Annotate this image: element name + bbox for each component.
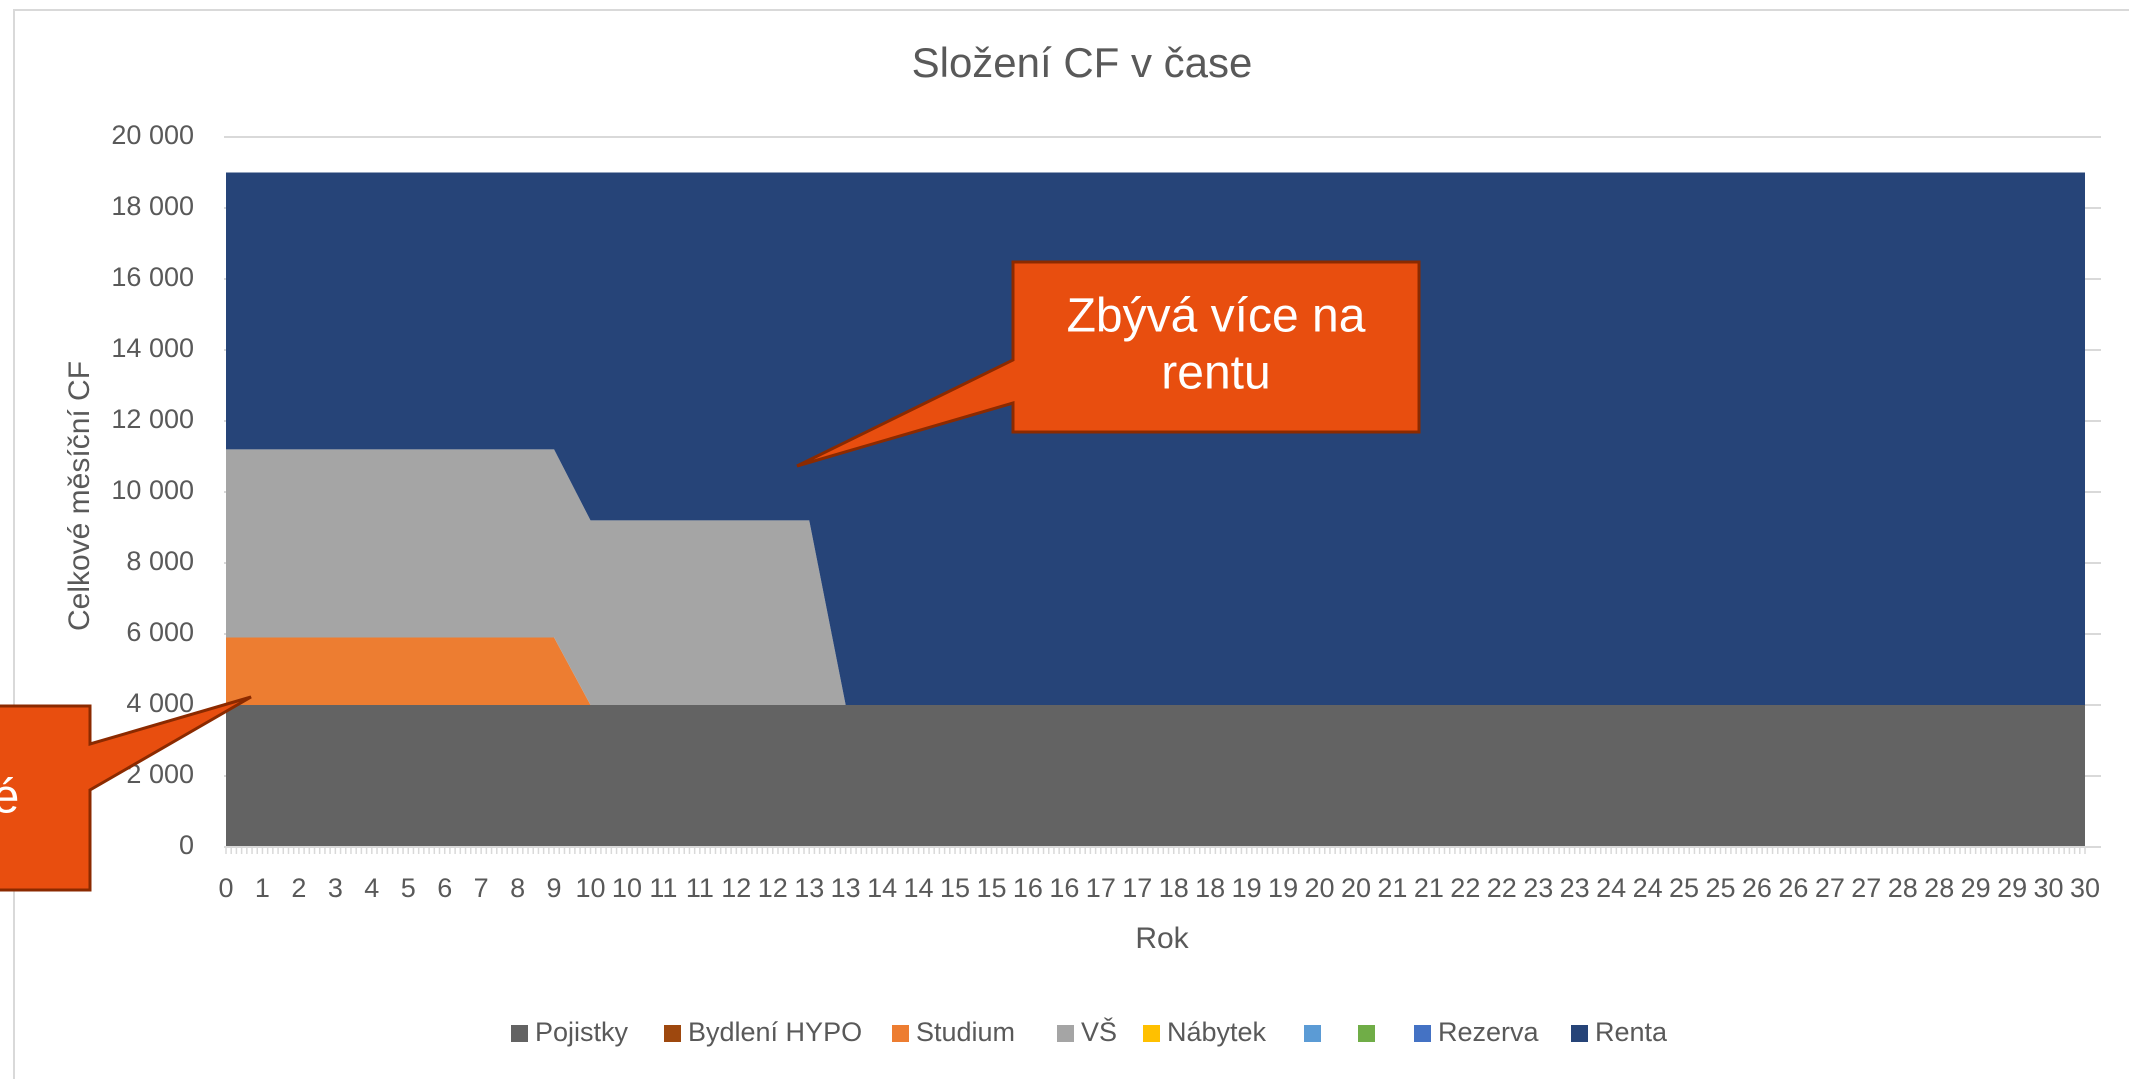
legend-label: Pojistky [535, 1017, 629, 1047]
x-tick-label: 21 [1377, 873, 1407, 903]
x-axis-title: Rok [1135, 922, 1189, 955]
x-tick-label: 3 [328, 873, 343, 903]
legend-swatch [1571, 1025, 1588, 1042]
legend-label: VŠ [1081, 1016, 1117, 1047]
y-tick-label: 12 000 [111, 404, 194, 434]
x-tick-label: 17 [1122, 873, 1152, 903]
x-tick-label: 26 [1778, 873, 1808, 903]
x-tick-label: 6 [437, 873, 452, 903]
x-tick-label: 18 [1195, 873, 1225, 903]
callout-text: é [0, 771, 19, 824]
callout-shape [0, 695, 252, 892]
x-tick-label: 30 [2034, 873, 2064, 903]
y-tick-label: 18 000 [111, 191, 194, 221]
x-tick-label: 15 [940, 873, 970, 903]
y-tick-label: 16 000 [111, 262, 194, 292]
x-tick-label: 10 [575, 873, 605, 903]
x-tick-label: 12 [758, 873, 788, 903]
y-tick-label: 8 000 [126, 546, 194, 576]
x-tick-label: 1 [255, 873, 270, 903]
x-tick-label: 19 [1232, 873, 1262, 903]
x-tick-label: 17 [1086, 873, 1116, 903]
x-tick-label: 26 [1742, 873, 1772, 903]
y-tick-label: 10 000 [111, 475, 194, 505]
x-tick-label: 23 [1523, 873, 1553, 903]
legend-label: Renta [1595, 1017, 1668, 1047]
x-tick-label: 27 [1851, 873, 1881, 903]
x-tick-label: 14 [867, 873, 897, 903]
legend-label: Rezerva [1438, 1017, 1540, 1047]
area [226, 449, 2085, 705]
x-tick-label: 27 [1815, 873, 1845, 903]
callout-text: rentu [1161, 347, 1270, 400]
legend-swatch [1358, 1025, 1375, 1042]
legend: Pojistky Bydlení HYPO Studium VŠ Nábytek Reze… [511, 1016, 1668, 1047]
x-tick-label: 20 [1341, 873, 1371, 903]
legend-label: Nábytek [1167, 1017, 1267, 1047]
x-tick-label: 18 [1159, 873, 1189, 903]
x-tick-label: 7 [474, 873, 489, 903]
x-tick-label: 29 [1997, 873, 2027, 903]
area [226, 172, 2085, 705]
legend-swatch [664, 1025, 681, 1042]
legend-swatch [1143, 1025, 1160, 1042]
x-tick-label: 14 [904, 873, 934, 903]
x-tick-label: 4 [364, 873, 379, 903]
callout-left: é [0, 695, 252, 892]
x-tick-label: 23 [1560, 873, 1590, 903]
x-tick-label: 24 [1596, 873, 1626, 903]
x-tick-label: 5 [401, 873, 416, 903]
legend-swatch [1304, 1025, 1321, 1042]
x-tick-label: 0 [218, 873, 233, 903]
x-tick-label: 12 [721, 873, 751, 903]
x-tick-label: 11 [649, 873, 677, 903]
x-tick-label: 24 [1633, 873, 1663, 903]
x-tick-label: 25 [1669, 873, 1699, 903]
x-tick-label: 13 [794, 873, 824, 903]
y-axis-title: Celkové měsíční CF [63, 361, 96, 631]
legend-swatch [1057, 1025, 1074, 1042]
x-tick-label: 11 [686, 873, 714, 903]
x-tick-label: 20 [1305, 873, 1335, 903]
x-tick-label: 15 [976, 873, 1006, 903]
x-tick-label: 21 [1414, 873, 1444, 903]
y-tick-label: 14 000 [111, 333, 194, 363]
x-tick-label: 22 [1450, 873, 1480, 903]
legend-swatch [1414, 1025, 1431, 1042]
x-tick-label: 19 [1268, 873, 1298, 903]
y-tick-label: 4 000 [126, 688, 194, 718]
legend-swatch [511, 1025, 528, 1042]
x-tick-label: 28 [1924, 873, 1954, 903]
y-tick-label: 20 000 [111, 120, 194, 150]
areas [226, 172, 2085, 847]
area [226, 705, 2085, 847]
x-tick-label: 29 [1961, 873, 1991, 903]
x-tick-label: 25 [1705, 873, 1735, 903]
legend-label: Studium [916, 1017, 1015, 1047]
y-tick-label: 0 [179, 830, 194, 860]
callout-shape [796, 260, 1421, 468]
x-tick-label: 2 [291, 873, 306, 903]
x-tick-label: 10 [612, 873, 642, 903]
callout-text: Zbývá více na [1067, 290, 1366, 343]
callout-right: Zbývá více na rentu [796, 260, 1421, 468]
legend-swatch [892, 1025, 909, 1042]
y-tick-label: 6 000 [126, 617, 194, 647]
x-tick-label: 16 [1013, 873, 1043, 903]
x-tick-label: 13 [831, 873, 861, 903]
x-tick-label: 30 [2070, 873, 2100, 903]
x-tick-label: 16 [1049, 873, 1079, 903]
area [226, 637, 2085, 705]
x-tick-label: 28 [1888, 873, 1918, 903]
x-tick-label: 9 [547, 873, 562, 903]
legend-label: Bydlení HYPO [688, 1017, 862, 1047]
x-tick-label: 8 [510, 873, 525, 903]
x-tick-label: 22 [1487, 873, 1517, 903]
chart-title: Složení CF v čase [912, 39, 1253, 86]
